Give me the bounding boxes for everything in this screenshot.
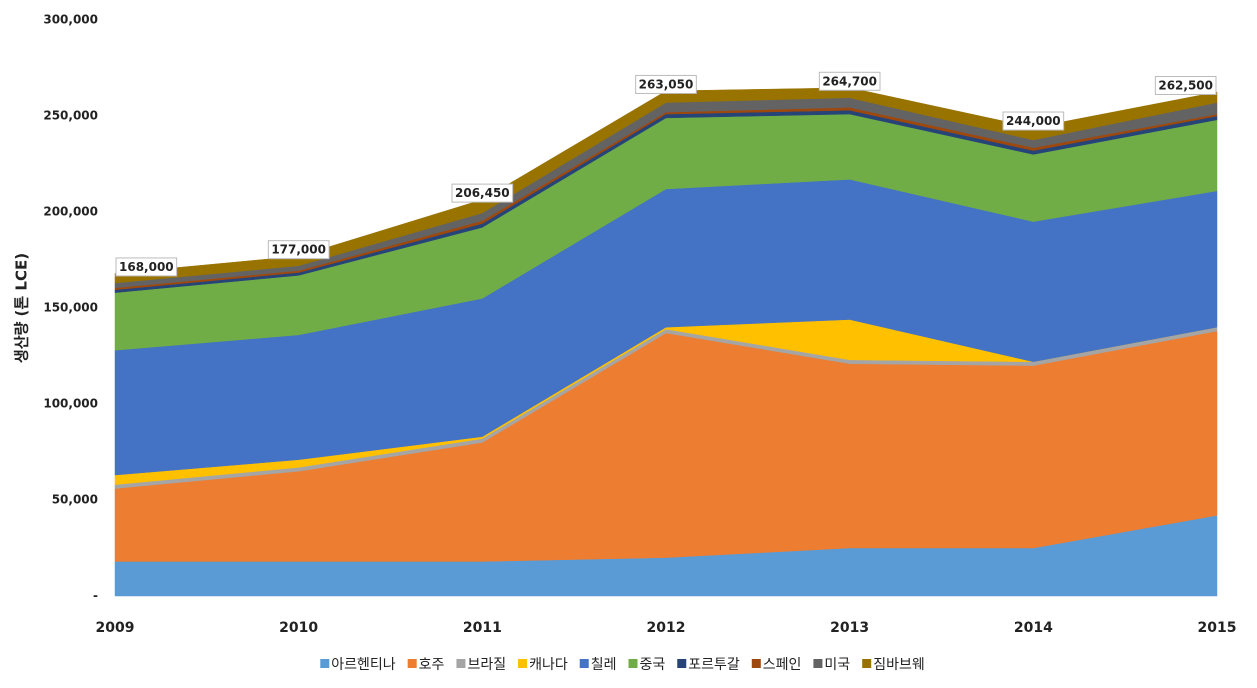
legend-swatch	[677, 659, 687, 668]
legend-swatch	[579, 659, 589, 668]
legend: 아르헨티나 호주 브라질 캐나다 칠레 중국 포르투갈 스페인 미국 짐바브웨	[320, 657, 925, 673]
x-tick-label: 2013	[830, 620, 869, 636]
legend-swatch	[751, 659, 761, 668]
total-label-box	[115, 257, 178, 277]
legend-label: 스페인	[763, 657, 802, 673]
total-label-box	[635, 74, 697, 94]
total-label-group: 177,000	[267, 240, 330, 260]
legend-label: 미국	[824, 657, 850, 673]
total-label: 177,000	[271, 243, 326, 257]
legend-label: 칠레	[591, 657, 617, 673]
legend-label: 호주	[419, 657, 445, 673]
legend-swatch	[862, 659, 872, 668]
x-tick-label: 2014	[1014, 620, 1053, 636]
y-tick-label: 150,000	[43, 301, 98, 315]
legend-label: 브라질	[467, 657, 506, 673]
legend-label: 짐바브웨	[873, 657, 925, 673]
total-label-group: 264,700	[818, 71, 881, 91]
legend-swatch	[813, 659, 823, 668]
legend-label: 캐나다	[529, 657, 568, 673]
total-label: 206,450	[455, 186, 510, 200]
total-label-box	[1002, 111, 1065, 131]
y-tick-label: 50,000	[52, 493, 98, 507]
total-label-box	[451, 183, 514, 203]
y-tick-label: 200,000	[43, 205, 98, 219]
total-label: 264,700	[822, 74, 877, 88]
total-label: 168,000	[119, 260, 174, 274]
legend-swatch	[456, 659, 466, 668]
legend-swatch	[407, 659, 417, 668]
total-label: 262,500	[1158, 79, 1213, 93]
total-label: 244,000	[1006, 114, 1061, 128]
y-axis-label: 생산량 (톤 LCE)	[13, 253, 31, 363]
y-tick-label: 250,000	[43, 109, 98, 123]
x-tick-label: 2010	[279, 620, 318, 636]
x-tick-label: 2009	[96, 620, 135, 636]
total-label-group: 206,450	[451, 183, 514, 203]
area	[114, 87, 1218, 284]
total-label-group: 244,000	[1002, 111, 1065, 131]
legend-swatch	[518, 659, 528, 668]
total-label-group: 262,500	[1154, 76, 1217, 95]
y-tick-label: -	[93, 589, 98, 603]
legend-label: 아르헨티나	[331, 657, 396, 673]
total-label-group: 168,000	[115, 257, 178, 277]
total-label-box	[818, 71, 881, 91]
legend-swatch	[320, 659, 330, 668]
total-label: 263,050	[639, 77, 694, 91]
total-label-box	[267, 240, 330, 260]
total-label-group: 263,050	[635, 74, 697, 94]
y-tick-label: 300,000	[43, 13, 98, 27]
legend-label: 중국	[639, 657, 665, 673]
y-tick-label: 100,000	[43, 397, 98, 411]
legend-label: 포르투갈	[688, 657, 740, 673]
x-tick-label: 2011	[463, 620, 502, 636]
legend-swatch	[628, 659, 638, 668]
total-label-box	[1154, 76, 1217, 95]
x-tick-label: 2015	[1198, 620, 1237, 636]
x-tick-label: 2012	[647, 620, 686, 636]
